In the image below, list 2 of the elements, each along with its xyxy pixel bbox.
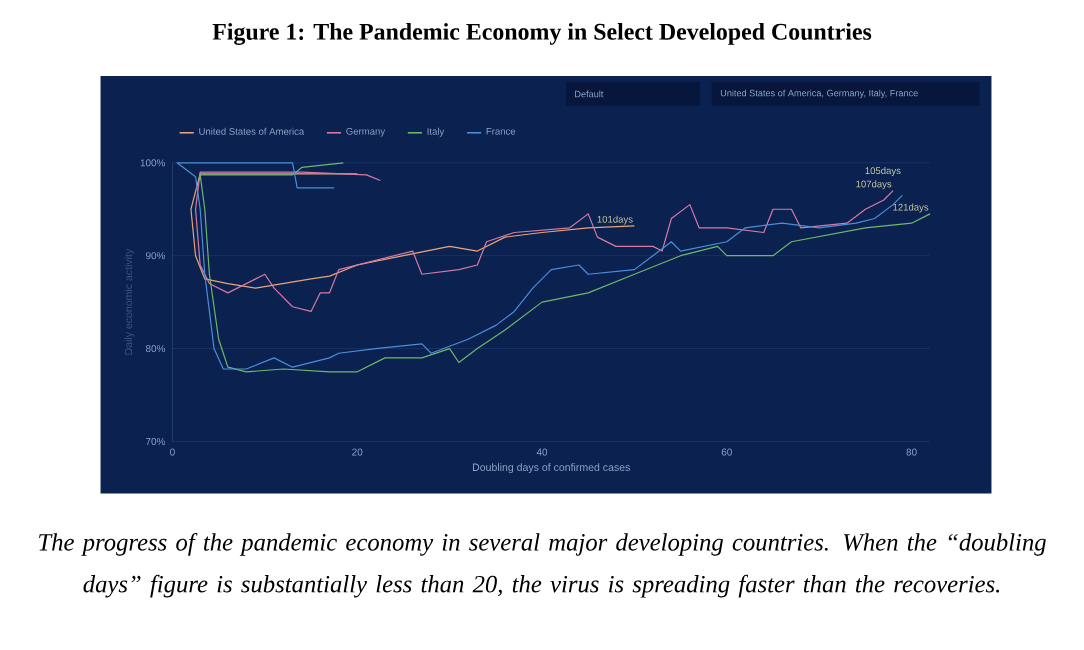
text: The progress of the pandemic economy in several major developing countries. When the “doubling days” figure is substantially less than 20, the virus is spreading faster than the recoveries. <box>39 533 1046 598</box>
chart-title: Figure 1: The Pandemic Economy in Select Developed Countries <box>212 23 872 46</box>
